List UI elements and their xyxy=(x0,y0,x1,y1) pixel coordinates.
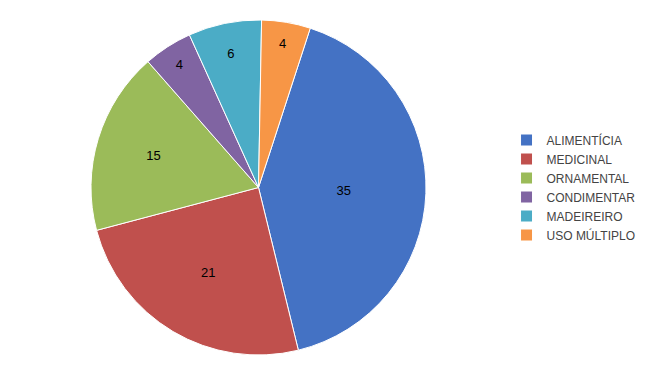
svg-text:CONDIMENTAR: CONDIMENTAR xyxy=(547,191,636,205)
svg-text:4: 4 xyxy=(176,57,183,72)
svg-text:4: 4 xyxy=(279,36,286,51)
svg-text:USO MÚLTIPLO: USO MÚLTIPLO xyxy=(547,228,635,243)
svg-text:21: 21 xyxy=(201,265,215,280)
svg-text:6: 6 xyxy=(227,46,234,61)
svg-text:ALIMENTÍCIA: ALIMENTÍCIA xyxy=(547,133,622,148)
svg-text:35: 35 xyxy=(337,183,351,198)
svg-text:MADEIREIRO: MADEIREIRO xyxy=(547,210,623,224)
svg-text:15: 15 xyxy=(146,148,160,163)
svg-text:MEDICINAL: MEDICINAL xyxy=(547,153,613,167)
svg-text:ORNAMENTAL: ORNAMENTAL xyxy=(547,172,630,186)
